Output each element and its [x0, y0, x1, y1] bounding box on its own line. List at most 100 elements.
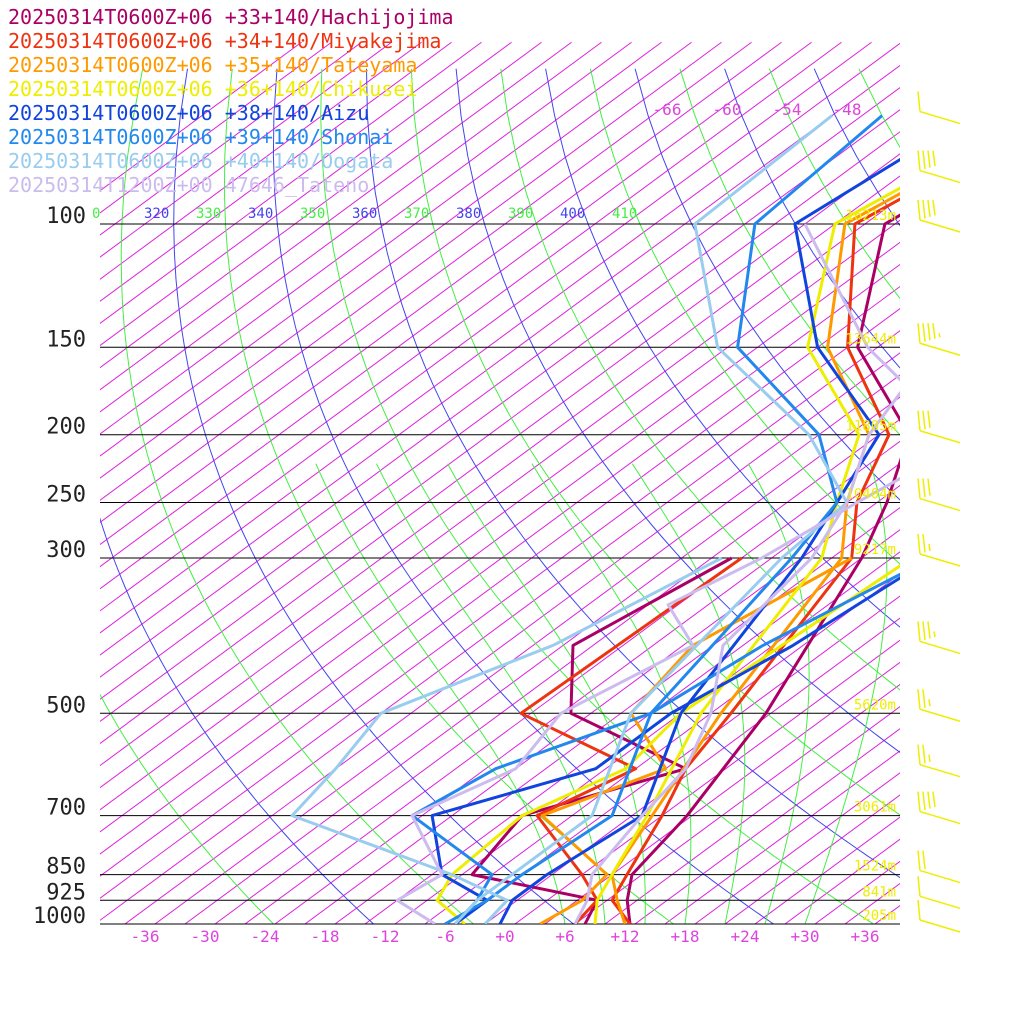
isotherm-line	[100, 41, 422, 280]
isotherm-line	[100, 41, 542, 369]
moist-adiabat-line	[747, 463, 810, 924]
wind-barb-feather	[917, 850, 921, 871]
dry-adiabat-line	[120, 68, 474, 924]
legend-entry: 20250314T0600Z+06 +39+140/Shonai	[8, 125, 393, 149]
wind-barb-feather	[917, 791, 921, 812]
isotherm-line	[454, 595, 900, 924]
wind-barb	[917, 791, 961, 825]
isotherm-line	[100, 41, 452, 302]
wind-barb-half-feather	[928, 699, 931, 707]
legend-entry: 20250314T0600Z+06 +35+140/Tateyama	[8, 53, 417, 77]
temperature-tick-label: +0	[495, 927, 514, 946]
wind-barb-feather	[932, 199, 936, 216]
moist-adiabat-line	[631, 463, 746, 924]
temperature-line	[444, 114, 883, 924]
isotherm-line	[814, 860, 900, 924]
theta-label: 370	[404, 206, 429, 222]
wind-barb	[917, 850, 961, 884]
height-label: 3061m	[854, 800, 896, 816]
height-label: 1524m	[854, 859, 896, 875]
dry-adiabat-line	[500, 68, 900, 691]
wind-barb-staff	[919, 169, 961, 184]
theta-label: 360	[352, 206, 377, 222]
theta-label: 0	[92, 206, 100, 222]
wind-barb-feather	[917, 199, 921, 221]
temperature-tick-label: +12	[611, 927, 640, 946]
wind-barbs	[917, 91, 961, 933]
isotherm-line	[100, 330, 900, 921]
wind-barb-staff	[919, 810, 961, 825]
wind-barb	[917, 876, 961, 910]
upper-temperature-tick-label: -60	[713, 100, 742, 119]
height-label: 9217m	[854, 542, 896, 558]
wind-barb	[917, 533, 961, 567]
wind-barb-staff	[919, 219, 961, 233]
isotherm-line	[424, 573, 900, 924]
wind-barb	[917, 150, 961, 184]
dewpoint-line	[395, 476, 900, 924]
isotherm-line	[604, 705, 900, 924]
theta-label: 350	[300, 206, 325, 222]
wind-barb-staff	[919, 919, 961, 933]
wind-barb-feather	[932, 791, 936, 808]
dewpoint-line	[410, 572, 900, 924]
wind-barb-feather	[922, 150, 926, 170]
dry-adiabat-line	[410, 68, 900, 816]
isotherm-line	[100, 64, 900, 656]
isotherm-line	[100, 41, 572, 391]
dry-adiabat-line	[100, 517, 374, 924]
isotherm-line	[100, 41, 692, 479]
isotherm-line	[394, 551, 900, 924]
isotherm-line	[100, 42, 900, 634]
wind-barb-feather	[932, 150, 936, 167]
temperature-line	[498, 157, 900, 924]
wind-barb	[917, 91, 961, 125]
temperature-tick-label: +30	[791, 927, 820, 946]
pressure-label: 700	[46, 796, 86, 821]
wind-barb-staff	[919, 553, 961, 567]
isotherm-line	[100, 41, 782, 546]
height-label: 5620m	[854, 697, 896, 713]
isotherm-line	[634, 728, 900, 924]
wind-barb-feather	[917, 533, 921, 555]
pressure-label: 1000	[33, 904, 86, 929]
isotherm-line	[100, 41, 662, 457]
theta-label: 380	[456, 206, 481, 222]
isotherm-line	[100, 41, 602, 413]
isotherm-line	[484, 617, 900, 924]
wind-barb-staff	[919, 869, 961, 884]
wind-barb-half-feather	[938, 333, 941, 338]
height-label: 841m	[862, 884, 896, 900]
wind-barb	[917, 744, 961, 778]
theta-label: 400	[560, 206, 585, 222]
isotherm-line	[100, 263, 900, 855]
theta-label: 340	[248, 206, 273, 222]
isotherm-line	[154, 374, 900, 924]
isotherm-line	[100, 41, 332, 214]
dry-adiabat-line	[100, 693, 274, 924]
pressure-label: 850	[46, 855, 86, 880]
wind-barb-feather	[927, 410, 931, 428]
dry-adiabat-line	[366, 68, 900, 879]
isotherm-line	[100, 41, 812, 568]
wind-barb-feather	[917, 478, 921, 499]
pressure-label: 250	[46, 483, 86, 508]
dewpoint-line	[539, 556, 853, 924]
pressure-label: 150	[46, 327, 86, 352]
legend-entry: 20250314T1200Z+00 47646_Tateno	[8, 173, 369, 197]
isotherm-line	[100, 109, 900, 700]
isotherm-line	[995, 42, 1024, 924]
wind-barb-feather	[932, 323, 936, 339]
legend-entry: 20250314T0600Z+06 +34+140/Miyakejima	[8, 29, 441, 53]
temperature-tick-label: +24	[731, 927, 760, 946]
temperature-line	[593, 186, 900, 924]
isotherm-line	[214, 418, 900, 924]
wind-barb	[917, 323, 961, 356]
dry-adiabat-line	[634, 68, 900, 501]
height-label: 11805m	[845, 419, 896, 435]
dry-adiabat-line	[545, 68, 900, 628]
wind-barb-feather	[927, 478, 931, 496]
legend: 20250314T0600Z+06 +33+140/Hachijojima202…	[8, 5, 454, 197]
dry-adiabat-line	[589, 68, 900, 565]
